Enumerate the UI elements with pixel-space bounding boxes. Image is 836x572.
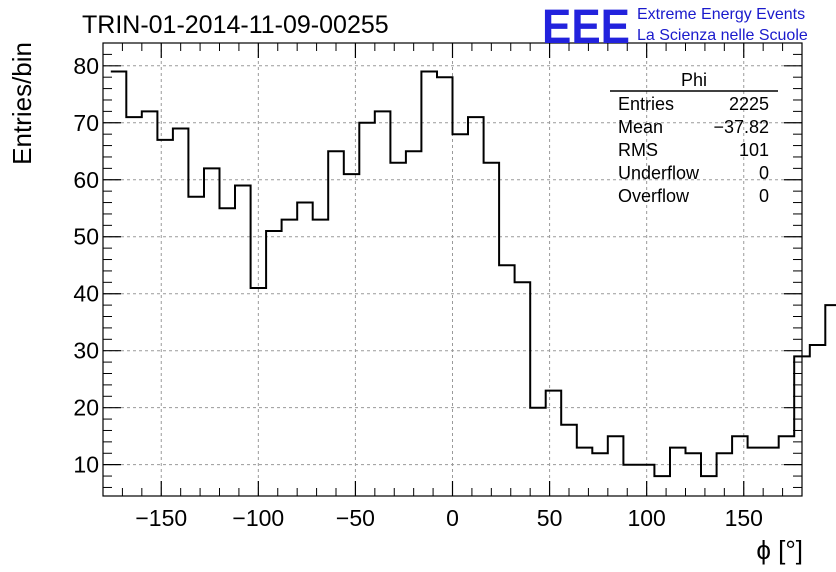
histogram-bin: [188, 197, 204, 496]
x-tick-label: 0: [446, 505, 459, 531]
axis-ticks: [102, 42, 803, 496]
x-tick-label: 100: [627, 505, 665, 531]
histogram-bin: [623, 465, 639, 496]
histogram-bin: [577, 448, 593, 496]
histogram-bin: [235, 185, 251, 496]
histogram-bin: [546, 391, 562, 496]
histogram-bin: [499, 265, 515, 496]
stats-title: Phi: [681, 70, 707, 90]
x-tick-label: −100: [232, 505, 284, 531]
histogram-bin: [515, 282, 531, 496]
eee-logo: EEE Extreme Energy Events La Scienza nel…: [542, 1, 808, 54]
stats-box: Phi Entries 2225 Mean −37.82 RMS 101 Und…: [610, 70, 778, 206]
stats-value-mean: −37.82: [713, 117, 769, 137]
histogram-bin: [157, 140, 173, 496]
stats-label-underflow: Underflow: [618, 163, 700, 183]
histogram-bin: [390, 163, 406, 496]
histogram-bin: [763, 448, 779, 496]
y-tick-label: 80: [73, 53, 99, 79]
histogram-bin: [592, 453, 608, 496]
histogram-bin: [639, 465, 655, 496]
histogram-bin: [608, 436, 624, 496]
histogram-bin: [437, 77, 453, 496]
histogram-bin: [359, 123, 375, 496]
histogram-bin: [142, 111, 158, 496]
eee-logo-mark: EEE: [542, 1, 630, 54]
x-axis-title: ϕ [°]: [756, 535, 803, 565]
histogram-bin: [421, 71, 437, 496]
histogram-outline: [110, 70, 836, 478]
stats-label-mean: Mean: [618, 117, 663, 137]
stats-label-entries: Entries: [618, 94, 674, 114]
y-tick-label: 70: [73, 110, 99, 136]
stats-label-overflow: Overflow: [618, 186, 690, 206]
x-tick-label: −150: [135, 505, 187, 531]
histogram-bin: [825, 305, 836, 496]
y-tick-label: 50: [73, 224, 99, 250]
plot-frame: [102, 42, 803, 497]
histogram-bin: [297, 203, 313, 496]
histogram-bin: [686, 453, 702, 496]
histogram-bin: [344, 174, 360, 496]
histogram-bin: [328, 151, 344, 496]
histogram-bin: [484, 163, 500, 496]
histogram-bin: [530, 408, 546, 496]
histogram-bin: [670, 448, 686, 496]
histogram-bin: [453, 134, 469, 496]
histogram-bin: [173, 128, 189, 496]
histogram-bin: [251, 288, 267, 496]
histogram-bin: [701, 476, 717, 496]
stats-value-underflow: 0: [759, 163, 769, 183]
histogram-bin: [468, 117, 484, 496]
histogram-bin: [748, 448, 764, 496]
stats-value-rms: 101: [739, 140, 769, 160]
y-tick-label: 60: [73, 167, 99, 193]
tick-labels: −150 −100 −50 0 50 100 150 10 20 30 40 50 60 70 80: [73, 53, 763, 531]
logo-line-2: La Scienza nelle Scuole: [637, 27, 808, 44]
histogram-bin: [375, 111, 391, 496]
histogram-bin: [406, 151, 422, 496]
histogram-bin: [220, 208, 236, 496]
x-tick-label: 150: [725, 505, 763, 531]
histogram-bin: [126, 117, 142, 496]
x-tick-label: 50: [537, 505, 563, 531]
histogram-bin: [732, 436, 748, 496]
histogram-bin: [111, 71, 127, 496]
histogram-bin: [561, 425, 577, 496]
y-axis-title: Entries/bin: [7, 42, 37, 165]
histogram-bin: [204, 168, 220, 496]
histogram-bin: [779, 436, 795, 496]
histogram-bin: [810, 345, 826, 496]
histogram-bin: [654, 476, 670, 496]
y-tick-label: 30: [73, 338, 99, 364]
stats-label-rms: RMS: [618, 140, 658, 160]
y-tick-label: 10: [73, 452, 99, 478]
x-tick-label: −50: [336, 505, 375, 531]
histogram-bin: [266, 231, 282, 496]
logo-line-1: Extreme Energy Events: [637, 6, 805, 23]
y-tick-label: 40: [73, 281, 99, 307]
histogram-bin: [717, 453, 733, 496]
stats-value-entries: 2225: [729, 94, 769, 114]
histogram-bin: [313, 220, 329, 496]
stats-value-overflow: 0: [759, 186, 769, 206]
y-tick-label: 20: [73, 395, 99, 421]
chart-title: TRIN-01-2014-11-09-00255: [82, 11, 389, 39]
histogram-bin: [282, 220, 298, 496]
